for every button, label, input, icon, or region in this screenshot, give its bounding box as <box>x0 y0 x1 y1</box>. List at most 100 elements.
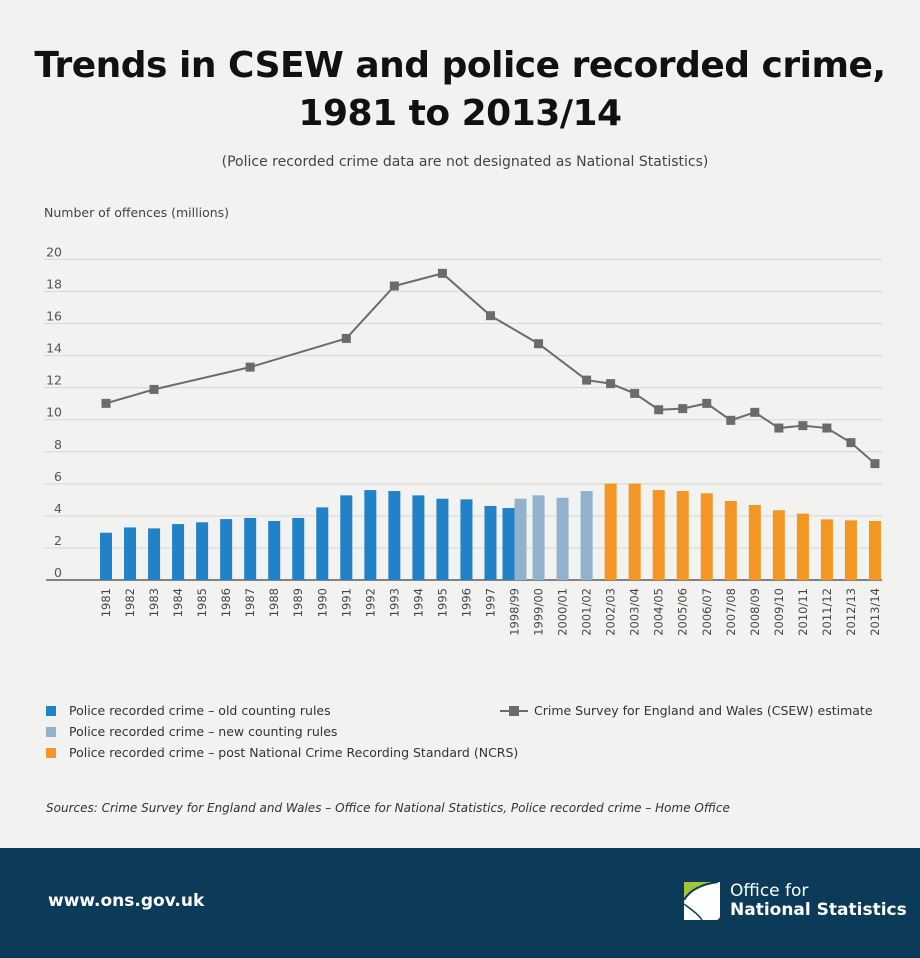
sources-note: Sources: Crime Survey for England and Wa… <box>46 801 730 815</box>
bar <box>700 493 713 580</box>
bar <box>724 500 737 580</box>
x-tick-label: 1995 <box>435 588 449 617</box>
bar <box>844 520 857 580</box>
x-tick-label: 2011/12 <box>820 588 834 636</box>
bar <box>820 519 833 580</box>
bar <box>148 528 161 580</box>
csew-point <box>774 423 784 433</box>
y-tick-label: 10 <box>46 405 62 420</box>
y-tick-label: 8 <box>54 437 62 452</box>
x-tick-label: 2010/11 <box>796 588 810 636</box>
csew-point <box>582 375 592 385</box>
title-line-2: 1981 to 2013/14 <box>298 93 622 134</box>
bar <box>364 490 377 580</box>
x-tick-label: 1986 <box>219 588 233 617</box>
x-tick-label: 1985 <box>195 588 209 617</box>
bar <box>652 490 665 580</box>
x-tick-label: 1992 <box>363 588 377 617</box>
legend-item-new: Police recorded crime – new counting rul… <box>46 721 518 742</box>
bar <box>796 513 809 580</box>
website-link[interactable]: www.ons.gov.uk <box>48 891 205 911</box>
legend-item-old: Police recorded crime – old counting rul… <box>46 700 518 721</box>
csew-point <box>606 379 616 389</box>
csew-point <box>846 438 856 448</box>
bar <box>676 491 689 580</box>
bar <box>772 510 785 580</box>
csew-point <box>101 398 111 408</box>
csew-point <box>149 384 159 394</box>
legend-swatch <box>46 705 56 716</box>
bar <box>316 507 329 580</box>
x-tick-label: 1991 <box>339 588 353 617</box>
x-tick-label: 2003/04 <box>628 588 642 636</box>
bar <box>868 521 881 580</box>
csew-point <box>437 268 447 278</box>
x-tick-label: 2009/10 <box>772 588 786 636</box>
x-tick-label: 1997 <box>483 588 497 617</box>
csew-point <box>678 404 688 414</box>
x-tick-label: 2002/03 <box>604 588 618 636</box>
x-tick-label: 2013/14 <box>868 588 882 636</box>
x-tick-label: 1994 <box>411 588 425 617</box>
ons-logo: Office for National Statistics <box>684 882 907 920</box>
csew-point <box>389 281 399 291</box>
chart-subtitle: (Police recorded crime data are not desi… <box>221 154 709 170</box>
bar <box>436 498 449 580</box>
y-axis-label: Number of offences (millions) <box>44 205 230 220</box>
csew-point <box>341 333 351 343</box>
legend-line: Crime Survey for England and Wales (CSEW… <box>500 700 873 721</box>
bar <box>532 495 545 580</box>
y-tick-label: 0 <box>54 565 62 580</box>
legend-label: Police recorded crime – old counting rul… <box>69 703 331 718</box>
bar <box>100 532 112 580</box>
csew-point <box>702 398 712 408</box>
x-tick-label: 1993 <box>387 588 401 617</box>
bar <box>412 495 425 580</box>
x-tick-label: 1984 <box>171 588 185 617</box>
bar <box>220 519 233 580</box>
x-tick-label: 2000/01 <box>556 588 570 636</box>
csew-point <box>822 423 832 433</box>
bar <box>244 517 257 580</box>
bar <box>628 483 641 580</box>
y-tick-label: 6 <box>54 469 62 484</box>
legend-item-csew: Crime Survey for England and Wales (CSEW… <box>500 700 873 721</box>
bar <box>196 522 209 580</box>
csew-point <box>654 405 664 415</box>
csew-line <box>105 272 876 465</box>
title-line-1: Trends in CSEW and police recorded crime… <box>34 45 886 86</box>
csew-point <box>534 339 544 349</box>
bar <box>604 483 617 580</box>
bar <box>268 521 281 580</box>
csew-point <box>630 388 640 398</box>
x-tick-label: 1989 <box>291 588 305 617</box>
chart: 0 2 4 6 8 10 12 14 16 18 20 1981 1982 1983 1984 1985 198… <box>44 244 882 636</box>
bar <box>556 497 569 580</box>
csew-point <box>245 362 255 372</box>
bar <box>502 508 515 580</box>
legend-swatch <box>46 747 56 758</box>
x-tick-label: 1998/99 <box>508 588 522 636</box>
legend-label: Police recorded crime – post National Cr… <box>69 745 519 760</box>
ons-logo-icon <box>684 882 720 920</box>
legend-swatch <box>46 726 56 737</box>
y-tick-label: 20 <box>46 244 62 259</box>
x-tick-label: 1999/00 <box>532 588 546 636</box>
chart-title: Trends in CSEW and police recorded crime… <box>0 42 920 138</box>
x-tick-label: 1990 <box>315 588 329 617</box>
bar <box>124 527 137 580</box>
x-tick-label: 2004/05 <box>652 588 666 636</box>
x-tick-label: 2005/06 <box>676 588 690 636</box>
bar <box>340 495 353 580</box>
x-tick-label: 2006/07 <box>700 588 714 636</box>
csew-point <box>798 421 808 431</box>
logo-line-2: National Statistics <box>730 900 907 920</box>
x-tick-label: 2012/13 <box>844 588 858 636</box>
bar <box>292 517 305 580</box>
bar <box>388 491 401 580</box>
y-tick-label: 12 <box>46 373 62 388</box>
y-tick-label: 18 <box>46 276 62 291</box>
bar <box>484 505 497 580</box>
y-tick-label: 4 <box>54 501 62 516</box>
csew-point <box>485 311 495 321</box>
